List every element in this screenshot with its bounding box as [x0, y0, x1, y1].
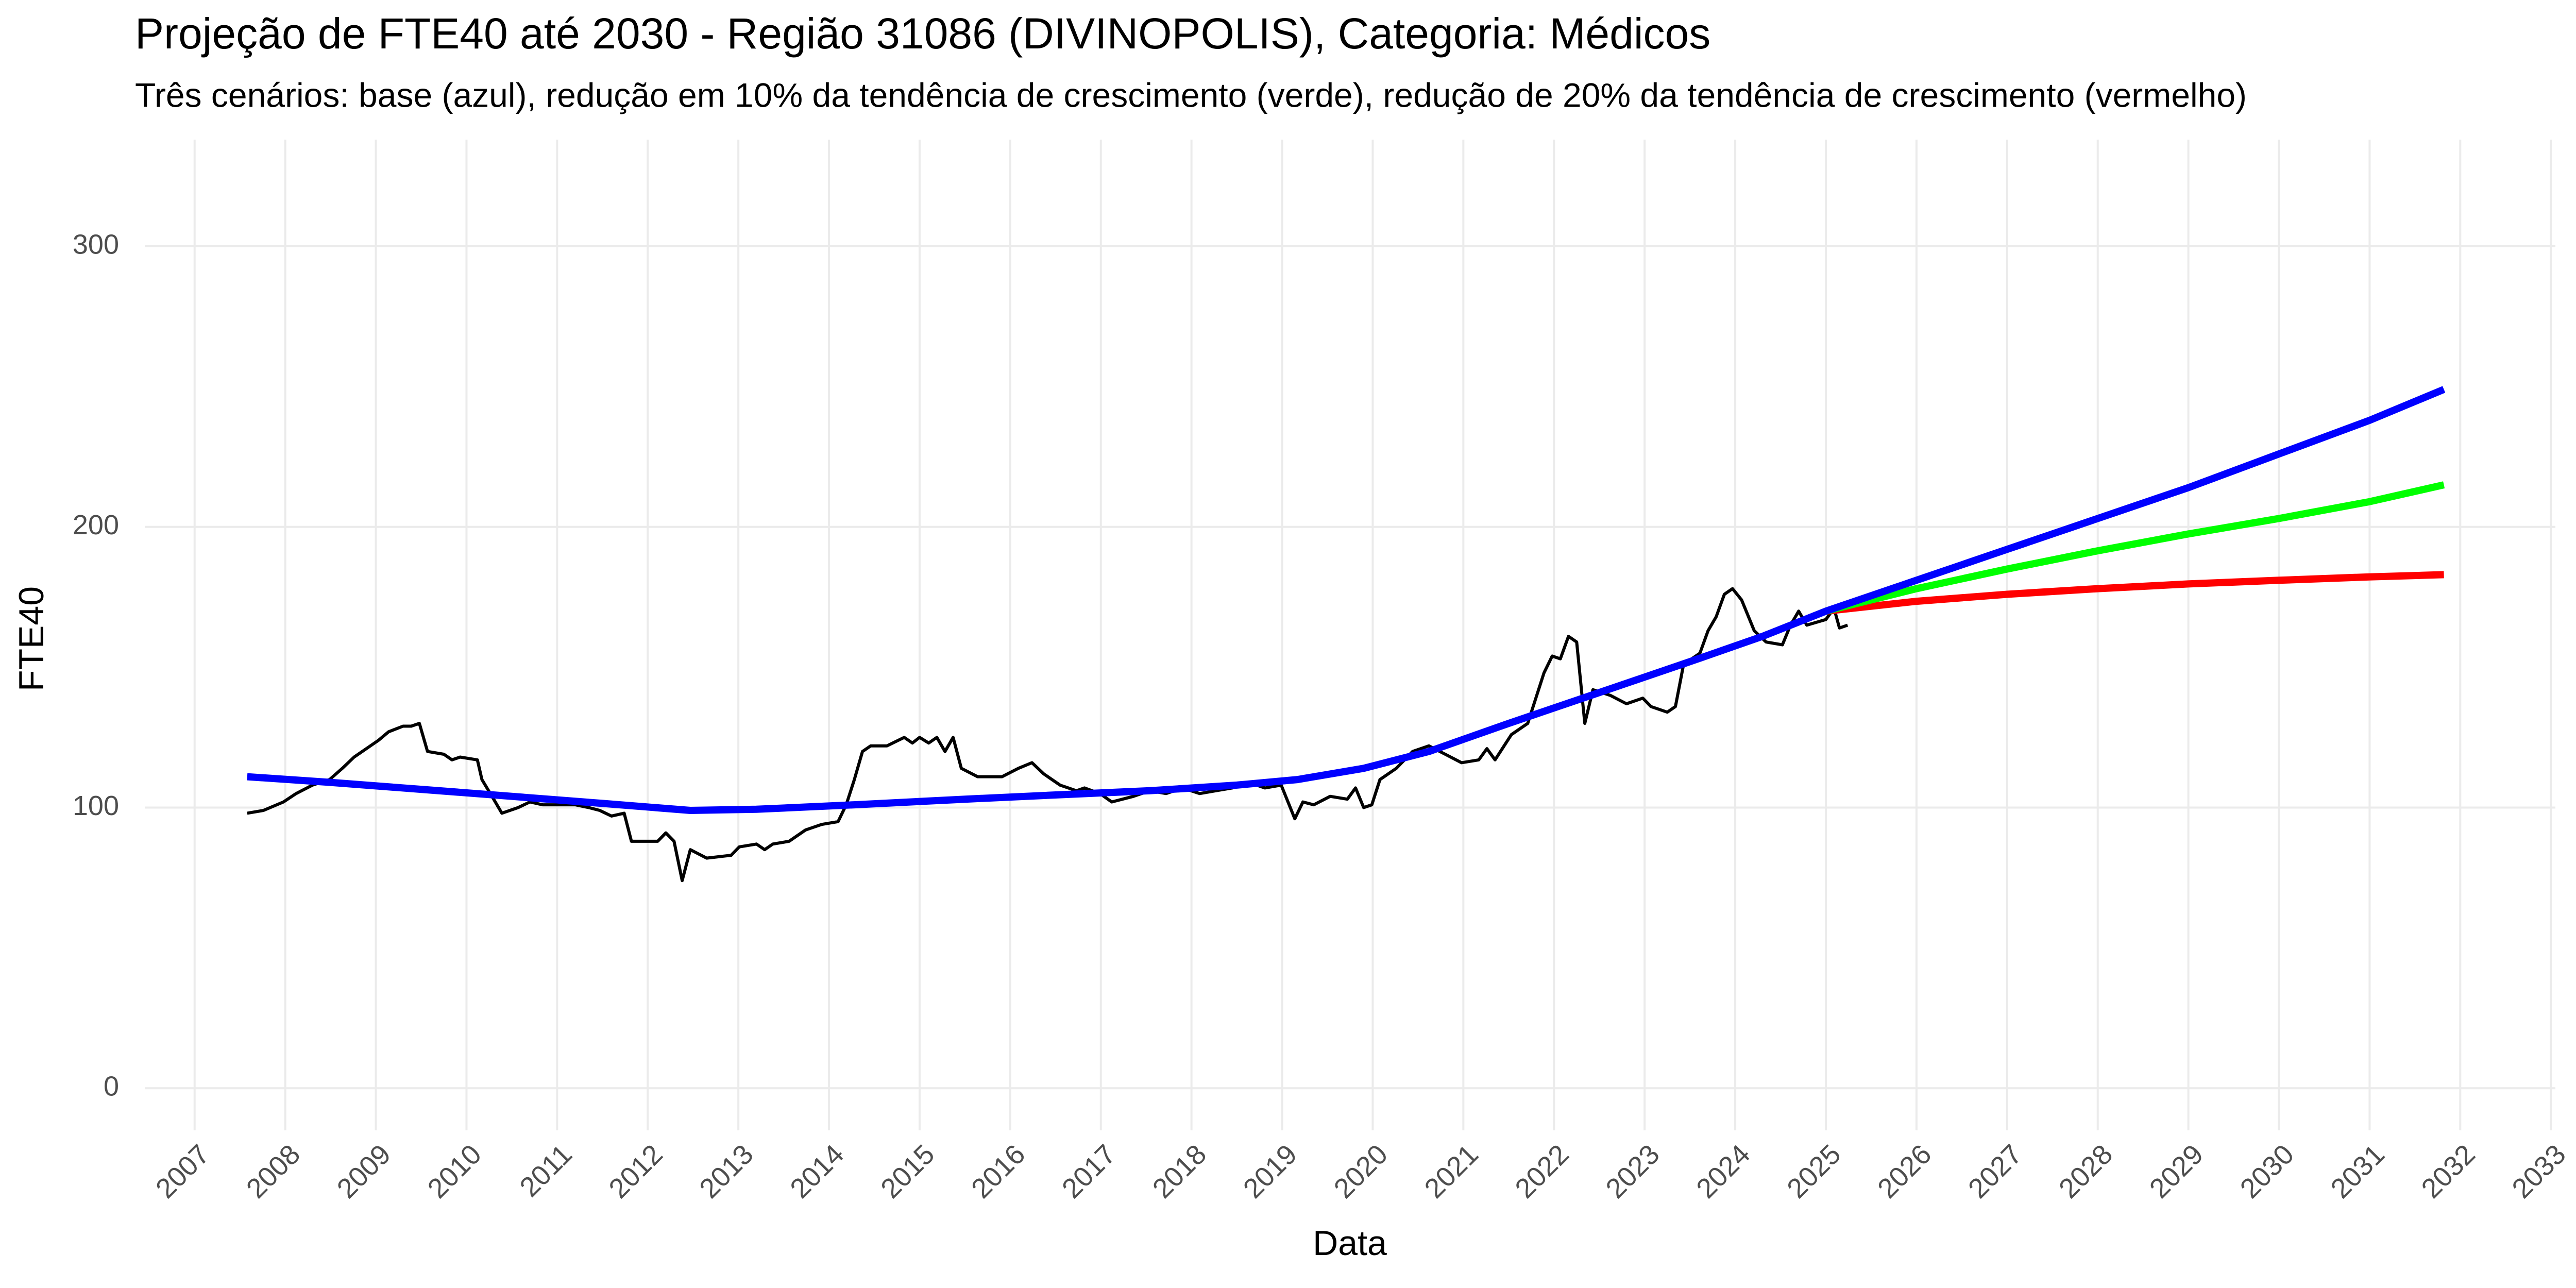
- data-line: [1825, 571, 2444, 615]
- x-tick-label: 2021: [1419, 1139, 1484, 1204]
- x-tick-label: 2009: [331, 1139, 397, 1204]
- y-tick-label: 300: [73, 229, 119, 260]
- x-tick-label: 2029: [2144, 1139, 2209, 1204]
- x-axis-title: Data: [1313, 1224, 1387, 1263]
- y-tick-label: 0: [104, 1071, 119, 1102]
- x-tick-label: 2007: [150, 1139, 215, 1204]
- x-tick-label: 2024: [1690, 1139, 1756, 1204]
- x-tick-label: 2022: [1509, 1139, 1574, 1204]
- x-tick-label: 2016: [965, 1139, 1031, 1204]
- x-tick-label: 2017: [1056, 1139, 1122, 1204]
- x-tick-label: 2023: [1600, 1139, 1665, 1204]
- x-tick-label: 2011: [514, 1139, 578, 1203]
- x-tick-label: 2014: [784, 1139, 850, 1204]
- data-line: [247, 587, 1849, 883]
- x-tick-label: 2030: [2234, 1139, 2300, 1204]
- x-tick-label: 2026: [1872, 1139, 1937, 1204]
- y-tick-label: 200: [73, 510, 119, 540]
- x-tick-label: 2008: [241, 1139, 306, 1204]
- data-line: [1825, 481, 2445, 615]
- x-tick-label: 2015: [875, 1139, 940, 1204]
- y-tick-label: 100: [73, 790, 119, 821]
- x-tick-label: 2028: [2053, 1139, 2119, 1204]
- x-tick-label: 2025: [1781, 1139, 1846, 1204]
- x-tick-label: 2019: [1238, 1139, 1303, 1204]
- y-axis-title: FTE40: [12, 586, 51, 691]
- x-tick-label: 2012: [603, 1139, 668, 1204]
- x-tick-label: 2020: [1328, 1139, 1394, 1204]
- data-line: [247, 386, 2446, 814]
- chart-title: Projeção de FTE40 até 2030 - Região 3108…: [135, 9, 1710, 58]
- x-tick-label: 2033: [2506, 1139, 2571, 1204]
- x-tick-label: 2013: [693, 1139, 759, 1204]
- x-tick-label: 2027: [1962, 1139, 2028, 1204]
- x-tick-label: 2010: [422, 1139, 487, 1204]
- chart-subtitle: Três cenários: base (azul), redução em 1…: [135, 76, 2247, 114]
- x-tick-label: 2032: [2415, 1139, 2481, 1204]
- x-tick-label: 2018: [1147, 1139, 1212, 1204]
- x-tick-label: 2031: [2325, 1139, 2391, 1204]
